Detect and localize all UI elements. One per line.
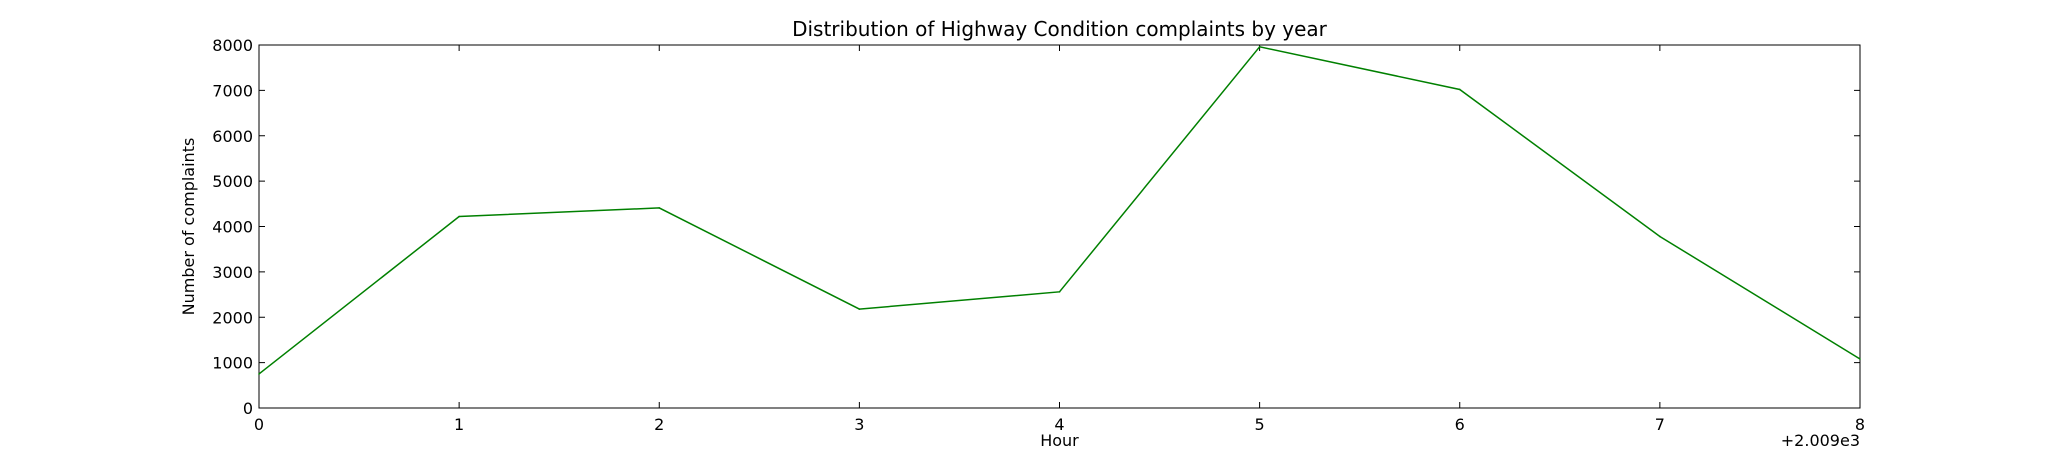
data-point — [858, 308, 861, 310]
x-tick-label: 8 — [1855, 415, 1865, 434]
data-point — [258, 373, 260, 375]
y-tick-label: 8000 — [212, 36, 253, 55]
y-tick-label: 1000 — [212, 354, 253, 373]
data-point — [1859, 358, 1861, 360]
y-axis-label: Number of complaints — [179, 138, 198, 316]
x-axis-label: Hour — [1040, 431, 1079, 450]
data-point — [1258, 46, 1261, 48]
y-tick-label: 4000 — [212, 218, 253, 237]
x-tick-label: 5 — [1255, 415, 1265, 434]
y-tick-label: 7000 — [212, 81, 253, 100]
plot-area: 0 1 2 3 4 5 6 7 8 0 1000 2000 3000 4000 5000 6000 7000 80… — [212, 36, 1865, 434]
y-tick-label: 6000 — [212, 127, 253, 146]
y-tick-label: 2000 — [212, 308, 253, 327]
x-tick-label: 6 — [1455, 415, 1465, 434]
x-tick-label: 4 — [1054, 415, 1064, 434]
y-tick-label: 5000 — [212, 172, 253, 191]
y-tick-label: 0 — [243, 399, 253, 418]
x-tick-label: 1 — [454, 415, 464, 434]
x-tick-label: 7 — [1655, 415, 1665, 434]
x-tick-label: 2 — [654, 415, 664, 434]
data-point — [1058, 291, 1061, 293]
y-tick-label: 3000 — [212, 263, 253, 282]
data-point — [658, 207, 661, 209]
data-point — [1458, 88, 1461, 91]
x-axis-offset-label: +2.009e3 — [1781, 431, 1860, 450]
data-point — [1659, 235, 1661, 238]
chart-title: Distribution of Highway Condition compla… — [792, 17, 1328, 41]
x-tick-label: 3 — [854, 415, 864, 434]
data-point — [458, 215, 460, 218]
x-tick-label: 0 — [254, 415, 264, 434]
